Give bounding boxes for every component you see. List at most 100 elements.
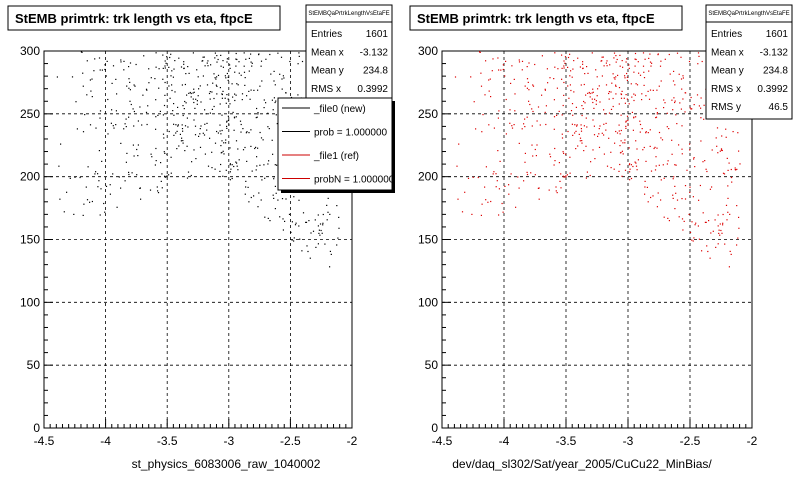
data-point (674, 185, 676, 187)
data-point (322, 222, 324, 224)
data-point (133, 125, 135, 127)
data-point (683, 220, 685, 222)
data-point (281, 198, 284, 200)
data-point (660, 179, 662, 181)
data-point (215, 84, 217, 86)
data-point (596, 76, 598, 78)
data-point (613, 168, 615, 170)
data-point (668, 220, 670, 222)
data-point (679, 102, 681, 104)
data-point (133, 110, 135, 113)
data-point (197, 95, 199, 97)
data-point (629, 168, 631, 170)
data-point (597, 135, 599, 137)
data-point (501, 202, 503, 205)
data-point (521, 60, 524, 62)
data-point (106, 60, 108, 62)
data-point (738, 150, 740, 152)
data-point (635, 58, 637, 61)
data-point (171, 70, 173, 72)
data-point (511, 65, 513, 67)
data-point (298, 52, 300, 54)
data-point (193, 149, 195, 151)
data-point (97, 173, 99, 175)
data-point (164, 175, 166, 177)
data-point (137, 155, 139, 157)
x-tick-label: -2 (347, 434, 358, 448)
data-point (689, 149, 691, 151)
data-point (680, 78, 683, 80)
data-point (663, 99, 665, 101)
data-point (310, 232, 312, 234)
data-point (618, 130, 620, 132)
data-point (238, 72, 240, 74)
data-point (629, 171, 631, 173)
data-point (567, 56, 570, 59)
data-point (509, 109, 511, 111)
data-point (182, 114, 184, 117)
data-point (244, 77, 246, 79)
data-point (245, 58, 247, 60)
data-point (610, 108, 613, 110)
data-point (79, 176, 81, 179)
x-tick-label: -2 (747, 434, 758, 448)
data-point (676, 123, 678, 125)
data-point (608, 92, 610, 95)
data-point (193, 88, 195, 90)
data-point (93, 70, 95, 72)
data-point (199, 146, 202, 148)
data-point (177, 124, 179, 126)
data-point (275, 100, 277, 102)
data-point (267, 126, 269, 128)
data-point (164, 67, 166, 69)
data-point (190, 174, 192, 177)
data-point (246, 95, 248, 97)
data-point (717, 214, 719, 216)
data-point (606, 65, 608, 67)
data-point (529, 103, 531, 106)
data-point (186, 177, 189, 179)
data-point (187, 66, 189, 68)
data-point (248, 90, 250, 92)
data-point (725, 136, 727, 138)
data-point (229, 171, 231, 173)
data-point (242, 149, 245, 151)
data-point (727, 185, 729, 187)
data-point (723, 173, 726, 175)
data-point (120, 187, 122, 189)
data-point (555, 186, 557, 188)
data-point (244, 146, 246, 149)
data-point (216, 76, 218, 78)
x-tick-label: -2.5 (280, 434, 301, 448)
data-point (635, 83, 637, 85)
data-point (244, 84, 246, 86)
data-point (211, 91, 213, 93)
data-point (229, 103, 231, 105)
data-point (598, 146, 601, 148)
data-point (241, 99, 243, 101)
data-point (150, 153, 152, 155)
data-point (720, 229, 722, 232)
data-point (112, 125, 114, 127)
data-point (203, 56, 205, 58)
data-point (541, 55, 543, 57)
data-point (565, 153, 567, 155)
data-point (186, 117, 188, 119)
data-point (643, 84, 645, 86)
data-point (274, 208, 276, 210)
data-point (273, 70, 275, 72)
data-point (192, 98, 194, 100)
data-point (104, 68, 106, 71)
data-point (336, 244, 338, 246)
data-point (693, 158, 695, 160)
data-point (660, 199, 662, 201)
data-point (176, 148, 178, 150)
data-point (634, 161, 636, 163)
data-point (188, 92, 190, 94)
data-point (729, 213, 731, 215)
data-point (314, 219, 316, 221)
data-point (184, 83, 186, 86)
data-point (625, 61, 627, 63)
data-point (284, 220, 286, 222)
data-point (728, 162, 730, 164)
